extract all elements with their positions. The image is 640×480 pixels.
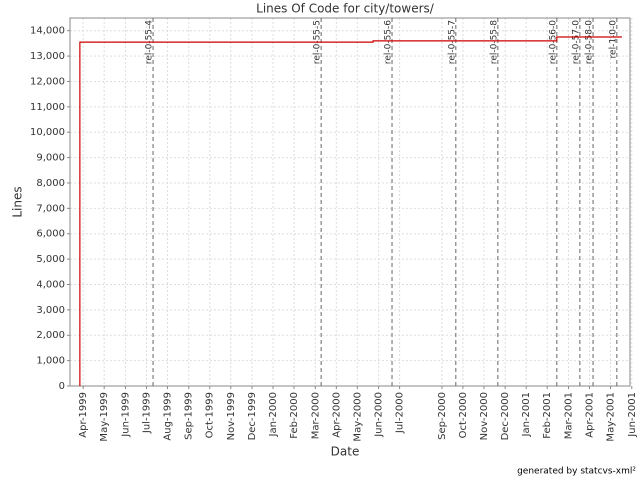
- x-tick-label: Feb-2000: [289, 392, 300, 439]
- release-label: rel-0-57-0: [571, 20, 581, 64]
- footer: generated by statcvs-xml²: [517, 467, 636, 477]
- x-tick-label: Jan-2001: [521, 392, 532, 437]
- x-tick-label: Nov-2000: [479, 392, 490, 440]
- y-tick-label: 5,000: [36, 254, 65, 265]
- x-tick-label: Jun-2000: [374, 392, 385, 438]
- x-tick-label: Apr-2001: [584, 392, 595, 438]
- x-tick-label: Dec-2000: [500, 392, 511, 440]
- y-tick-label: 0: [59, 381, 65, 392]
- x-tick-label: May-2001: [606, 392, 617, 442]
- release-label: rel-0-55-6: [384, 20, 394, 64]
- x-tick-label: Mar-2000: [310, 392, 321, 439]
- x-axis-label: Date: [331, 445, 360, 459]
- y-tick-label: 10,000: [30, 127, 65, 138]
- y-tick-label: 13,000: [30, 51, 65, 62]
- x-tick-label: Jun-2001: [627, 392, 638, 438]
- x-tick-label: Oct-2000: [458, 392, 469, 438]
- release-label: rel-0-55-7: [447, 20, 457, 64]
- plot-frame: [69, 17, 631, 387]
- release-label: rel-0-56-0: [548, 20, 558, 64]
- x-tick-label: Jul-2000: [395, 392, 406, 434]
- y-tick-label: 14,000: [30, 26, 65, 37]
- x-tick-label: Aug-1999: [162, 392, 173, 441]
- y-tick-label: 8,000: [36, 178, 65, 189]
- y-tick-label: 4,000: [36, 279, 65, 290]
- x-tick-label: Jun-1999: [120, 392, 131, 438]
- y-tick-label: 1,000: [36, 356, 65, 367]
- y-tick-label: 3,000: [36, 305, 65, 316]
- data-line: [79, 36, 622, 386]
- x-tick-label: Nov-1999: [226, 392, 237, 440]
- x-tick-label: Mar-2001: [563, 392, 574, 439]
- y-axis-label: Lines: [11, 186, 25, 217]
- x-tick-label: Oct-1999: [205, 392, 216, 438]
- y-tick-label: 6,000: [36, 229, 65, 240]
- x-tick-label: Sep-1999: [184, 392, 195, 440]
- plot-area: [70, 18, 630, 386]
- y-tick-label: 2,000: [36, 330, 65, 341]
- x-tick-label: Jul-1999: [141, 392, 152, 434]
- x-tick-label: Feb-2001: [542, 392, 553, 439]
- x-tick-label: Jan-2000: [268, 392, 279, 437]
- y-tick-label: 11,000: [30, 102, 65, 113]
- release-label: rel-0-58-0: [585, 20, 595, 64]
- x-tick-label: Apr-1999: [78, 392, 89, 438]
- x-tick-label: May-1999: [99, 392, 110, 442]
- x-tick-label: Apr-2000: [331, 392, 342, 438]
- y-tick-label: 12,000: [30, 76, 65, 87]
- y-tick-label: 9,000: [36, 153, 65, 164]
- y-tick-label: 7,000: [36, 203, 65, 214]
- x-tick-label: Dec-1999: [247, 392, 258, 440]
- x-tick-label: May-2000: [352, 392, 363, 442]
- x-tick-label: Sep-2000: [437, 392, 448, 440]
- release-label: rel-1-0-0: [608, 20, 618, 59]
- release-label: rel-0-55-8: [489, 20, 499, 64]
- chart-title: Lines Of Code for city/towers/: [256, 2, 435, 16]
